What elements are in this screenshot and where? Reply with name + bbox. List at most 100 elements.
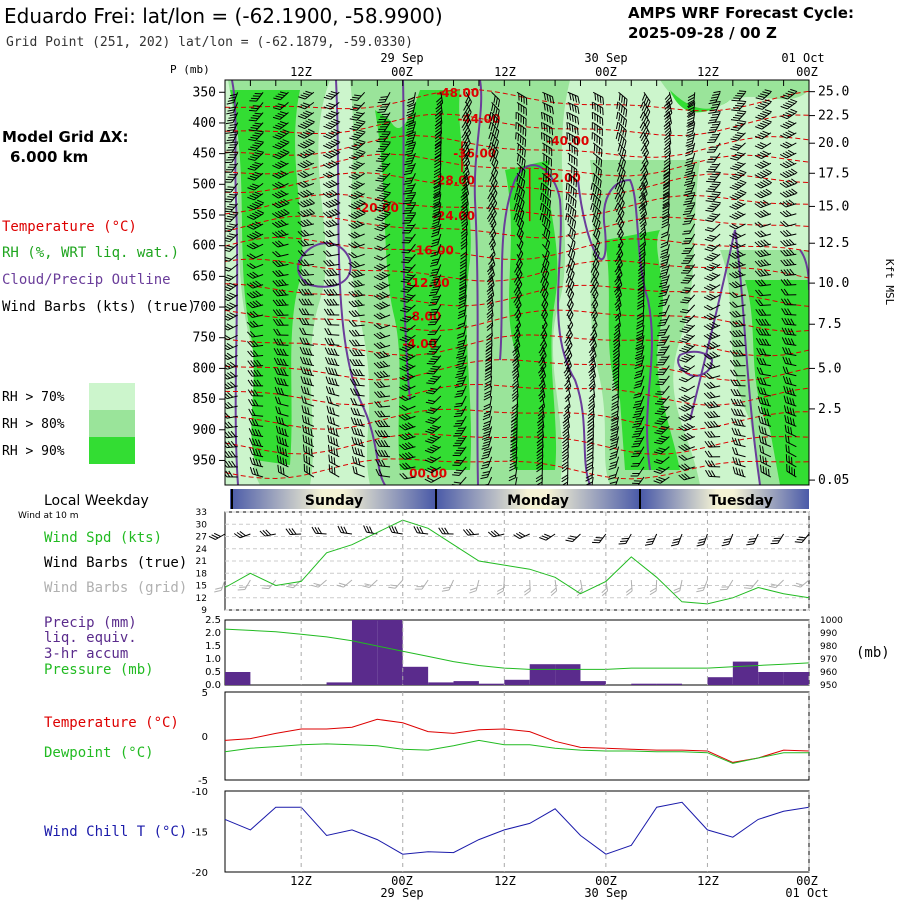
rh90-region: [375, 90, 472, 470]
barb-feather: [757, 143, 765, 148]
barb-feather: [274, 231, 282, 237]
barb-feather: [351, 116, 360, 119]
barb-feather: [513, 376, 520, 382]
barb-feather: [359, 419, 364, 427]
barb-feather: [595, 219, 599, 227]
barb-feather: [325, 191, 333, 197]
barb-feather: [252, 173, 260, 177]
barb-feather: [545, 166, 547, 174]
barb-feather: [274, 367, 279, 375]
barb-feather: [380, 440, 386, 447]
barb-feather: [226, 235, 235, 238]
barb-feather: [617, 251, 623, 258]
barb-feather: [373, 333, 380, 340]
wind-barb: [659, 264, 670, 278]
barb-feather: [332, 278, 338, 286]
barb-feather: [663, 177, 670, 183]
barb-feather: [571, 219, 574, 227]
barb-feather: [665, 130, 671, 136]
barb-staff: [228, 253, 239, 262]
barb-feather: [356, 111, 364, 115]
barb-feather: [687, 124, 695, 128]
wind-barb: [322, 179, 340, 189]
barb-feather: [333, 128, 341, 133]
barb-feather: [564, 380, 570, 387]
barb-feather: [733, 379, 738, 386]
barb-staff: [277, 402, 289, 407]
wind-barb: [729, 339, 746, 347]
barb-feather: [614, 289, 621, 296]
barb-feather: [574, 116, 577, 124]
barb-feather: [566, 352, 572, 360]
barb-feather: [713, 191, 721, 194]
barb-feather: [729, 244, 736, 250]
barb-feather: [488, 184, 494, 192]
barb-feather: [304, 416, 307, 424]
barb-feather: [487, 202, 492, 210]
barb-feather: [764, 427, 767, 435]
barb-feather: [736, 399, 741, 406]
wind-barb: [349, 102, 366, 111]
barb-feather: [683, 326, 692, 330]
barb-feather: [225, 210, 231, 213]
barb-feather: [731, 213, 739, 219]
barb-feather: [229, 233, 237, 236]
barb-staff: [662, 385, 670, 395]
barb-feather: [658, 341, 666, 344]
isotherm-line: [225, 458, 809, 480]
barb-feather: [225, 451, 231, 458]
barb-feather: [353, 162, 361, 167]
barb-feather: [574, 95, 578, 103]
wind-barb: [680, 284, 696, 294]
barb-feather: [297, 163, 305, 169]
barb-feather: [228, 470, 234, 478]
barb-feather: [351, 242, 358, 248]
barb-feather: [638, 258, 645, 265]
barb-feather: [713, 410, 719, 417]
barb-feather: [348, 224, 355, 229]
barb-feather: [481, 436, 490, 440]
barb-feather: [631, 445, 639, 448]
barb-feather: [256, 140, 264, 143]
barb-feather: [229, 164, 237, 166]
barb-feather: [706, 314, 714, 319]
barb-feather: [458, 356, 466, 360]
barb-feather: [539, 406, 545, 413]
wind-barb: [686, 100, 696, 118]
barb-feather: [481, 446, 489, 450]
barb-feather: [330, 130, 338, 135]
wind-barb: [276, 455, 289, 468]
wind-barb: [272, 139, 290, 150]
barb-feather: [249, 233, 257, 239]
barb-feather: [656, 344, 665, 346]
barb-feather: [275, 299, 281, 306]
barb-feather: [763, 417, 767, 425]
barb-feather: [570, 293, 575, 301]
barb-feather: [277, 210, 285, 216]
barb-feather: [328, 141, 336, 146]
barb-feather: [538, 403, 545, 410]
barb-feather: [641, 213, 647, 220]
wind-barb: [779, 149, 797, 159]
barb-feather: [664, 104, 671, 110]
barb-feather: [678, 417, 686, 422]
barb-feather: [637, 276, 645, 282]
wind-barb: [246, 253, 264, 260]
barb-feather: [304, 318, 310, 326]
barb-feather: [730, 388, 735, 396]
barb-feather: [615, 258, 621, 266]
wind-barb: [780, 88, 798, 100]
barb-feather: [226, 284, 234, 288]
barb-feather: [257, 209, 265, 214]
barb-feather: [706, 304, 714, 310]
barb-feather: [429, 456, 437, 460]
wind-barb: [481, 446, 493, 460]
barb-feather: [433, 198, 441, 202]
barb-feather: [633, 385, 641, 389]
barb-feather: [787, 100, 795, 105]
barb-feather: [225, 276, 232, 280]
barb-feather: [518, 166, 522, 174]
wind-barb: [455, 345, 467, 359]
barb-feather: [658, 467, 666, 471]
wind-barb: [729, 291, 746, 299]
